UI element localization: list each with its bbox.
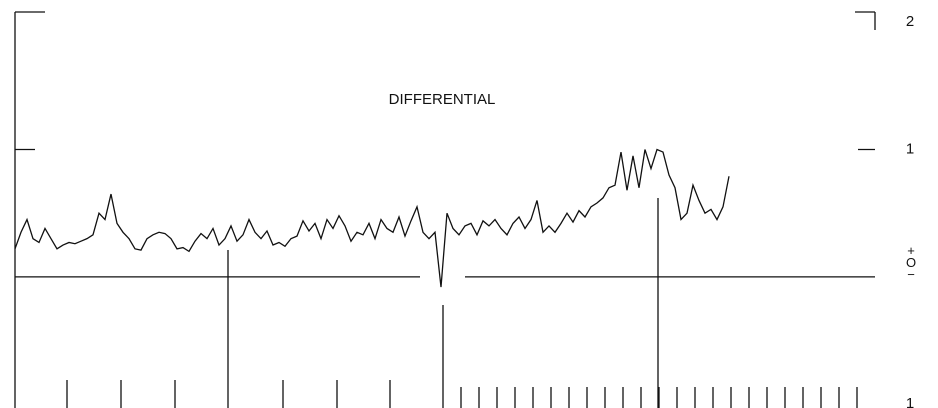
y-tick-label: 1 — [906, 140, 914, 157]
data-line — [14, 148, 730, 288]
y-tick-label: 1 — [906, 395, 914, 408]
y-tick-label: +O− — [904, 243, 919, 279]
chart-title: DIFFERENTIAL — [389, 91, 496, 108]
y-tick-label: 2 — [906, 13, 914, 30]
